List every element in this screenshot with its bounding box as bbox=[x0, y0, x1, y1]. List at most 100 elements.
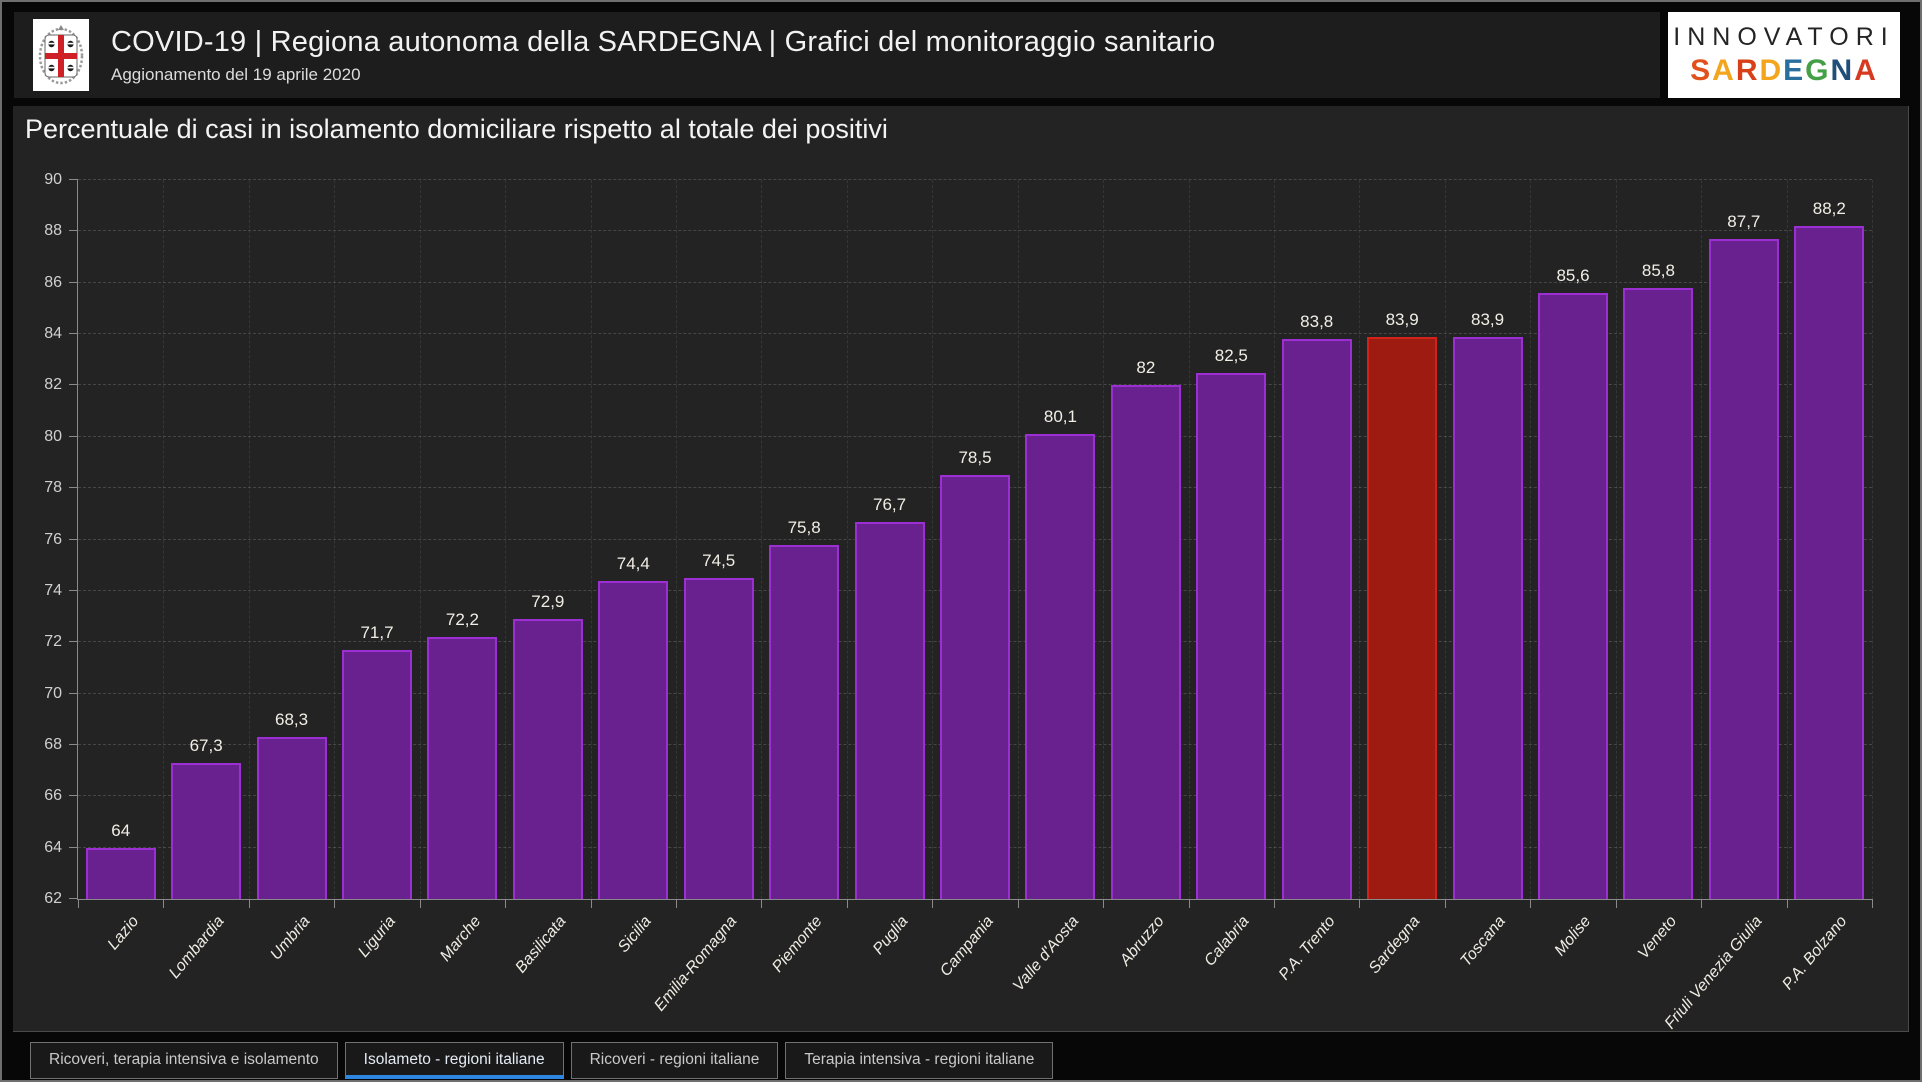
bar-value-label: 68,3 bbox=[275, 710, 309, 730]
bar-basilicata[interactable] bbox=[512, 619, 583, 899]
innovatori-sardegna-logo: INNOVATORI SARDEGNA bbox=[1668, 12, 1900, 98]
bar-value-label: 78,5 bbox=[958, 448, 992, 468]
bar-value-label: 71,7 bbox=[360, 622, 394, 642]
gridline-vertical bbox=[1872, 180, 1873, 899]
y-axis-tick bbox=[69, 795, 78, 797]
x-axis-label: Emilia-Romagna bbox=[651, 913, 741, 1015]
bar-campania[interactable] bbox=[939, 475, 1011, 899]
bar-value-label: 75,8 bbox=[787, 517, 821, 537]
bar-value-label: 83,8 bbox=[1300, 312, 1334, 332]
bar-veneto[interactable] bbox=[1623, 287, 1694, 899]
brand-letter: S bbox=[1690, 53, 1713, 87]
brand-letter: N bbox=[1830, 53, 1855, 87]
bar-sicilia[interactable] bbox=[598, 580, 669, 899]
bar-emilia-romagna[interactable] bbox=[683, 578, 754, 899]
y-axis-tick bbox=[69, 384, 78, 386]
gridline-horizontal bbox=[78, 333, 1872, 335]
y-axis-tick bbox=[69, 743, 78, 745]
x-axis-tick bbox=[1786, 899, 1788, 908]
plot-area: 62 64 66 68 70 72 74 76 78 80 82 84 86 88 90 64 Lazio 67,… bbox=[44, 171, 1873, 1032]
tab-ricoveri-terapia-intensiva-isolamento[interactable]: Ricoveri, terapia intensiva e isolamento bbox=[30, 1042, 338, 1079]
y-axis-tick bbox=[69, 435, 78, 437]
brand-letter: G bbox=[1805, 53, 1831, 87]
bar-valle-d-aosta[interactable] bbox=[1025, 434, 1096, 899]
bar-umbria[interactable] bbox=[256, 737, 327, 899]
x-axis-tick bbox=[590, 899, 592, 908]
y-axis-label: 74 bbox=[44, 581, 62, 599]
tab-isolamento-regioni-italiane[interactable]: Isolameto - regioni italiane bbox=[344, 1042, 564, 1079]
gridline-vertical bbox=[334, 180, 336, 899]
x-axis-tick bbox=[505, 899, 507, 908]
gridline-vertical bbox=[761, 180, 763, 899]
bar-molise[interactable] bbox=[1537, 293, 1609, 899]
gridline-vertical bbox=[505, 180, 507, 899]
x-axis-label: Lombardia bbox=[166, 913, 228, 982]
bar-p-a-trento[interactable] bbox=[1281, 339, 1352, 899]
bar-abruzzo[interactable] bbox=[1110, 385, 1181, 899]
page-title: COVID-19 | Regiona autonoma della SARDEG… bbox=[111, 25, 1216, 58]
bar-puglia[interactable] bbox=[854, 521, 925, 899]
x-axis-label: Lazio bbox=[104, 913, 143, 954]
gridline-vertical bbox=[846, 180, 848, 899]
x-axis-label: Abruzzo bbox=[1116, 913, 1168, 969]
y-axis-tick bbox=[69, 692, 78, 694]
tab-bar: Ricoveri, terapia intensiva e isolamento… bbox=[30, 1042, 1054, 1079]
bar-piemonte[interactable] bbox=[769, 544, 840, 899]
bar-lombardia[interactable] bbox=[171, 762, 242, 899]
bar-liguria[interactable] bbox=[341, 649, 413, 899]
bar-p-a-bolzano[interactable] bbox=[1794, 226, 1865, 899]
x-axis-tick bbox=[1274, 899, 1275, 908]
x-axis-label: Marche bbox=[436, 913, 485, 965]
bar-value-label: 88,2 bbox=[1812, 199, 1846, 219]
x-axis-tick bbox=[1359, 899, 1361, 908]
y-axis-label: 68 bbox=[44, 735, 62, 753]
x-axis-label: P.A. Bolzano bbox=[1779, 913, 1851, 994]
bar-calabria[interactable] bbox=[1196, 372, 1267, 899]
gridline-vertical bbox=[1786, 180, 1788, 899]
x-axis-tick bbox=[248, 899, 250, 908]
bar-friuli-venezia-giulia[interactable] bbox=[1708, 239, 1779, 899]
y-axis-tick bbox=[69, 487, 78, 489]
bar-toscana[interactable] bbox=[1452, 336, 1523, 899]
gridline-horizontal bbox=[78, 384, 1872, 386]
x-axis-label: Toscana bbox=[1457, 913, 1510, 970]
y-axis-tick bbox=[69, 589, 78, 591]
y-axis-label: 70 bbox=[44, 684, 62, 702]
bar-marche[interactable] bbox=[427, 637, 498, 899]
x-axis-tick bbox=[846, 899, 848, 908]
x-axis-tick bbox=[1188, 899, 1190, 908]
gridline-vertical bbox=[1274, 180, 1275, 899]
sardegna-crest-icon bbox=[33, 19, 89, 91]
bar-sardegna[interactable] bbox=[1367, 336, 1438, 899]
gridline-vertical bbox=[1615, 180, 1617, 899]
gridline-horizontal bbox=[78, 179, 1872, 180]
x-axis-label: P.A. Trento bbox=[1275, 913, 1339, 984]
x-axis-tick bbox=[78, 899, 79, 908]
x-axis-tick bbox=[1872, 899, 1873, 908]
y-axis-tick bbox=[69, 846, 78, 848]
gridline-vertical bbox=[419, 180, 421, 899]
header: COVID-19 | Regiona autonoma della SARDEG… bbox=[14, 12, 1660, 98]
tab-terapia-intensiva-regioni-italiane[interactable]: Terapia intensiva - regioni italiane bbox=[785, 1042, 1054, 1079]
y-axis-tick bbox=[69, 281, 78, 283]
x-axis-tick bbox=[334, 899, 336, 908]
page-subtitle: Aggionamento del 19 aprile 2020 bbox=[111, 64, 361, 84]
x-axis-tick bbox=[1017, 899, 1019, 908]
chart-title: Percentuale di casi in isolamento domici… bbox=[25, 114, 888, 144]
gridline-horizontal bbox=[78, 230, 1872, 232]
gridline-vertical bbox=[590, 180, 592, 899]
x-axis-label: Sicilia bbox=[614, 913, 655, 956]
x-axis-tick bbox=[1444, 899, 1446, 908]
x-axis-label: Friuli Venezia Giulia bbox=[1661, 913, 1766, 1033]
gridline-vertical bbox=[1530, 180, 1532, 899]
y-axis-label: 84 bbox=[44, 325, 62, 343]
brand-letter: R bbox=[1735, 53, 1760, 87]
bar-value-label: 67,3 bbox=[189, 735, 223, 755]
tab-ricoveri-regioni-italiane[interactable]: Ricoveri - regioni italiane bbox=[570, 1042, 779, 1079]
y-axis-tick bbox=[69, 333, 78, 335]
y-axis-label: 78 bbox=[44, 479, 62, 497]
y-axis-label: 82 bbox=[44, 376, 62, 394]
bar-value-label: 82 bbox=[1136, 358, 1156, 378]
bar-lazio[interactable] bbox=[85, 847, 156, 899]
gridline-vertical bbox=[1103, 180, 1105, 899]
